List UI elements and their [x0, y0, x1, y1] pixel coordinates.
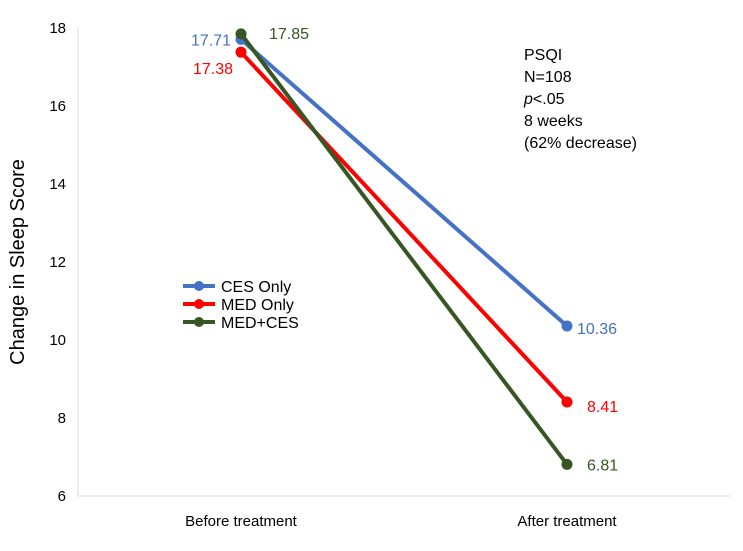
legend-label: CES Only [221, 279, 291, 296]
y-tick-label: 8 [58, 410, 66, 427]
y-tick-label: 6 [58, 488, 66, 505]
series-line [239, 50, 569, 404]
data-label: 17.38 [193, 61, 233, 78]
annotation-line-3: p<.05 [523, 91, 565, 108]
legend-label: MED+CES [221, 315, 299, 332]
series-ces-only: 17.71 10.36 [191, 32, 617, 338]
annotation-line-1: PSQI [524, 47, 562, 64]
annotation-p: p [523, 91, 533, 108]
annotation-p-value: <.05 [533, 91, 565, 108]
series-med-ces: 17.85 6.81 [235, 26, 618, 474]
annotation-box: PSQI N=108 p<.05 8 weeks (62% decrease) [523, 47, 637, 152]
series-group: 17.71 10.36 17.38 8.41 17.85 6.81 [191, 26, 618, 475]
data-point [235, 28, 247, 40]
legend-swatch-marker [194, 281, 204, 291]
legend-label: MED Only [221, 297, 294, 314]
axes [77, 28, 730, 497]
x-tick-label: Before treatment [185, 513, 298, 530]
y-axis-label: Change in Sleep Score [7, 159, 29, 365]
data-label: 17.85 [269, 26, 309, 43]
legend-swatch-marker [194, 299, 204, 309]
series-line [239, 37, 569, 328]
x-tick-label: After treatment [517, 513, 617, 530]
annotation-line-4: 8 weeks [524, 113, 583, 130]
y-tick-label: 18 [49, 20, 66, 37]
series-med-only: 17.38 8.41 [193, 46, 618, 416]
data-point [561, 458, 573, 470]
data-point [235, 46, 247, 58]
y-axis-ticks: 6 8 10 12 14 16 18 [49, 20, 66, 505]
data-point [561, 396, 573, 408]
y-tick-label: 12 [49, 254, 66, 271]
y-tick-label: 10 [49, 332, 66, 349]
data-label: 6.81 [587, 457, 618, 474]
x-axis-ticks: Before treatment After treatment [185, 513, 617, 530]
y-tick-label: 16 [49, 98, 66, 115]
legend-swatch-marker [194, 317, 204, 327]
data-label: 17.71 [191, 32, 231, 49]
data-label: 10.36 [577, 321, 617, 338]
annotation-line-2: N=108 [524, 69, 572, 86]
data-point [561, 320, 573, 332]
series-line [239, 32, 569, 466]
data-label: 8.41 [587, 399, 618, 416]
y-tick-label: 14 [49, 176, 66, 193]
annotation-line-5: (62% decrease) [524, 135, 637, 152]
